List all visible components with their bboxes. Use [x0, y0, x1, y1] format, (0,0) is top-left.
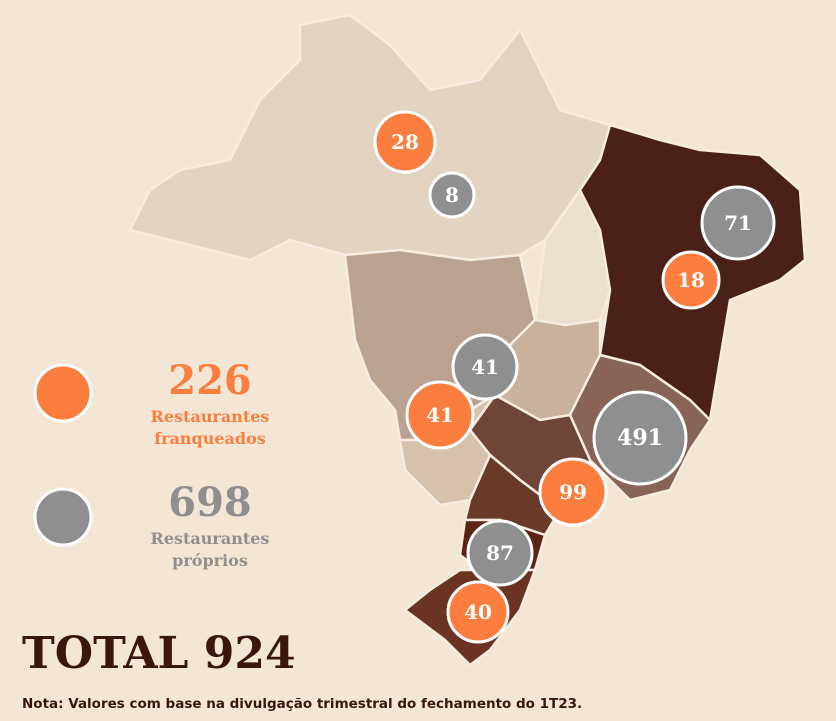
bubble: 18 [661, 250, 721, 310]
bubbles: 28 8 71 18 41 41 491 99 87 40 [373, 110, 776, 644]
bubble: 41 [405, 380, 475, 450]
bubble-circle [451, 333, 519, 401]
bubble-circle [700, 185, 776, 261]
bubble: 28 [373, 110, 437, 174]
bubble: 41 [451, 333, 519, 401]
bubble-circle [538, 457, 608, 527]
bubble: 71 [700, 185, 776, 261]
bubble-value: 28 [391, 130, 419, 154]
bubble-value: 87 [486, 541, 514, 565]
bubble-value: 41 [471, 355, 499, 379]
region-north [128, 13, 612, 262]
legend-label: Restaurantes [151, 529, 270, 548]
legend-value: 226 [168, 357, 252, 404]
bubble: 491 [592, 390, 688, 486]
total: TOTAL 924 [22, 628, 296, 679]
bubble-circle [428, 171, 476, 219]
legend-label: franqueados [154, 429, 266, 448]
bubble-value: 491 [617, 425, 663, 451]
note: Nota: Valores com base na divulgação tri… [22, 696, 582, 712]
bubble-value: 99 [559, 480, 587, 504]
legend: 226 Restaurantes franqueados 698 Restaurante… [33, 357, 270, 570]
legend-label: próprios [172, 551, 248, 570]
bubble: 87 [466, 519, 534, 587]
bubble-circle [592, 390, 688, 486]
bubble-value: 41 [426, 403, 454, 427]
bubble: 99 [538, 457, 608, 527]
bubble-circle [373, 110, 437, 174]
legend-swatch [33, 487, 93, 547]
bubble-value: 8 [445, 183, 459, 207]
bubble-circle [661, 250, 721, 310]
bubble: 8 [428, 171, 476, 219]
legend-value: 698 [168, 479, 252, 526]
bubble: 40 [446, 580, 510, 644]
bubble-circle [446, 580, 510, 644]
bubble-value: 18 [677, 268, 705, 292]
legend-label: Restaurantes [151, 407, 270, 426]
bubble-value: 71 [724, 211, 752, 235]
bubble-circle [405, 380, 475, 450]
bubble-value: 40 [464, 600, 492, 624]
bubble-circle [466, 519, 534, 587]
legend-swatch [33, 363, 93, 423]
